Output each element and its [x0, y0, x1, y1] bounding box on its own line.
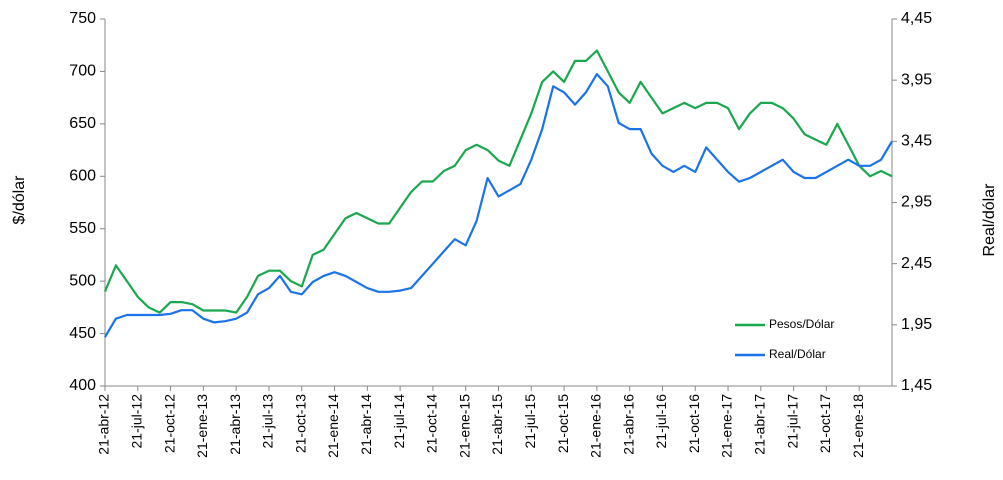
x-tick-label: 21-jul-17	[784, 394, 800, 449]
y-tick-label: 450	[69, 325, 96, 342]
x-tick-label: 21-jul-16	[653, 394, 669, 449]
x-tick-label: 21-oct-17	[817, 394, 833, 453]
y2-axis-label: Real/dólar	[981, 183, 998, 257]
y-tick-label: 400	[69, 377, 96, 394]
x-tick-label: 21-oct-14	[424, 394, 440, 453]
x-tick-label: 21-ene-14	[325, 394, 341, 458]
y2-tick-label: 2,45	[901, 255, 932, 272]
y2-tick-label: 2,95	[901, 194, 932, 211]
x-tick-label: 21-jul-12	[128, 394, 144, 449]
x-tick-label: 21-jul-15	[522, 394, 538, 449]
x-tick-label: 21-oct-13	[292, 394, 308, 453]
x-tick-label: 21-oct-12	[161, 394, 177, 453]
legend-label: Pesos/Dólar	[769, 317, 834, 331]
y-tick-label: 550	[69, 220, 96, 237]
y2-tick-label: 1,45	[901, 377, 932, 394]
x-tick-label: 21-oct-16	[686, 394, 702, 453]
y-tick-label: 750	[69, 10, 96, 27]
x-tick-label: 21-abr-15	[489, 394, 505, 455]
x-tick-label: 21-abr-14	[358, 394, 374, 455]
line-series	[104, 73, 893, 338]
x-tick-label: 21-ene-13	[194, 394, 210, 458]
y-tick-label: 600	[69, 168, 96, 185]
y-axis-label: $/dólar	[11, 175, 28, 225]
y2-tick-label: 3,95	[901, 71, 932, 88]
line-series	[103, 49, 893, 314]
x-tick-label: 21-oct-15	[555, 394, 571, 453]
y2-tick-label: 3,45	[901, 133, 932, 150]
x-tick-label: 21-ene-16	[588, 394, 604, 458]
x-tick-label: 21-ene-18	[850, 394, 866, 458]
x-tick-label: 21-abr-12	[96, 394, 112, 455]
x-tick-label: 21-abr-17	[752, 394, 768, 455]
y-tick-label: 700	[69, 63, 96, 80]
y2-tick-label: 4,45	[901, 10, 932, 27]
x-tick-label: 21-ene-17	[719, 394, 735, 458]
x-tick-label: 21-abr-13	[227, 394, 243, 455]
y-tick-label: 650	[69, 115, 96, 132]
x-tick-label: 21-jul-14	[391, 394, 407, 449]
x-tick-label: 21-abr-16	[620, 394, 636, 455]
x-tick-label: 21-jul-13	[260, 394, 276, 449]
y-tick-label: 500	[69, 272, 96, 289]
y2-tick-label: 1,95	[901, 316, 932, 333]
legend-label: Real/Dólar	[769, 347, 826, 361]
x-tick-label: 21-ene-15	[456, 394, 472, 458]
